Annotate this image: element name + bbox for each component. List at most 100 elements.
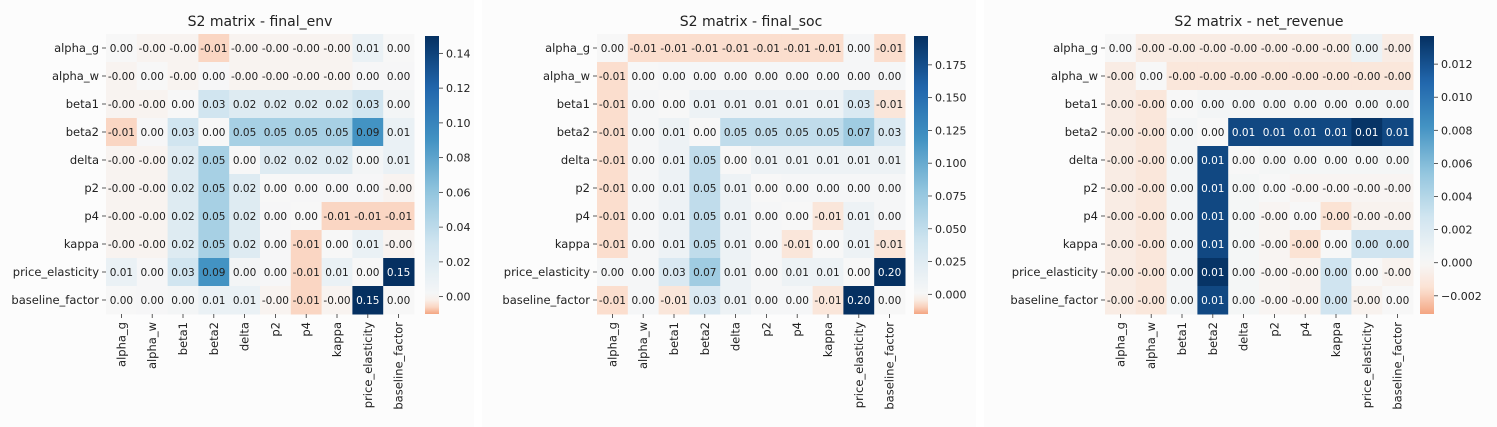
- heatmap-cell: [874, 118, 906, 147]
- heatmap-cell: [1228, 174, 1260, 203]
- cell-value-label: 0.01: [662, 155, 685, 167]
- heatmap-cell: [812, 202, 844, 231]
- x-tick-label: alpha_g: [605, 322, 619, 367]
- heatmap-cell: [1135, 62, 1168, 91]
- heatmap-cell: [1197, 286, 1229, 315]
- cell-value-label: 0.00: [1170, 155, 1193, 167]
- heatmap-cell: [290, 146, 323, 175]
- heatmap-cell: [720, 202, 752, 231]
- y-tick-label: alpha_w: [52, 69, 99, 83]
- heatmap-cell: [1135, 34, 1168, 63]
- heatmap-cell: [352, 146, 384, 175]
- heatmap-cell: [229, 230, 261, 259]
- heatmap-cell: [106, 174, 138, 203]
- x-tick-label: p4: [299, 322, 313, 337]
- heatmap-cell: [689, 90, 721, 119]
- cell-value-label: -0.00: [1384, 43, 1411, 55]
- y-tick-label: delta: [1069, 153, 1098, 167]
- heatmap-cell: [1166, 34, 1198, 63]
- cell-value-label: 0.02: [264, 99, 287, 111]
- y-tick-label: alpha_g: [545, 41, 590, 55]
- y-tick-label: delta: [561, 153, 590, 167]
- heatmap-cell: [658, 258, 690, 287]
- heatmap-cell: [1135, 174, 1168, 203]
- cell-value-label: -0.01: [784, 239, 811, 251]
- cell-value-label: 0.15: [356, 295, 379, 307]
- heatmap-cell: [627, 90, 660, 119]
- heatmap-cell: [136, 174, 169, 203]
- cell-value-label: 0.01: [356, 43, 379, 55]
- heatmap-cell: [260, 90, 292, 119]
- heatmap-cell: [597, 174, 629, 203]
- heatmap-cell: [106, 146, 138, 175]
- heatmap-cell: [627, 62, 660, 91]
- heatmap-cell: [1351, 174, 1383, 203]
- cell-value-label: -0.00: [1292, 267, 1319, 279]
- cell-value-label: -0.01: [293, 295, 320, 307]
- heatmap-cell: [1320, 258, 1352, 287]
- heatmap-cell: [720, 230, 752, 259]
- heatmap-cell: [198, 90, 230, 119]
- heatmap-cell: [1105, 202, 1137, 231]
- heatmap-cell: [1382, 146, 1414, 175]
- cell-value-label: 0.05: [202, 155, 225, 167]
- heatmap-cell: [812, 90, 844, 119]
- cell-value-label: -0.00: [108, 155, 135, 167]
- heatmap-cell: [290, 258, 323, 287]
- heatmap-cell: [1320, 286, 1352, 315]
- cell-value-label: 0.00: [1232, 267, 1255, 279]
- cell-value-label: -0.00: [1230, 71, 1257, 83]
- heatmap-cell: [352, 230, 384, 259]
- heatmap-cell: [1197, 230, 1229, 259]
- x-tick-label: beta1: [1175, 322, 1189, 355]
- heatmap-cell: [874, 230, 906, 259]
- colorbar-tick-label: −0.002: [1441, 290, 1482, 303]
- heatmap-cell: [229, 90, 261, 119]
- heatmap-cell: [689, 230, 721, 259]
- cell-value-label: -0.01: [599, 183, 626, 195]
- heatmap-cell: [1228, 34, 1260, 63]
- colorbar-tick-label: 0.175: [935, 59, 967, 72]
- heatmap-cell: [383, 258, 415, 287]
- cell-value-label: 0.03: [356, 99, 379, 111]
- cell-value-label: -0.01: [599, 239, 626, 251]
- cell-value-label: 0.02: [233, 99, 256, 111]
- cell-value-label: 0.00: [632, 155, 655, 167]
- cell-value-label: 0.00: [755, 295, 778, 307]
- cell-value-label: -0.00: [385, 183, 412, 195]
- heatmap-cell: [1289, 258, 1322, 287]
- heatmap-cell: [1197, 258, 1229, 287]
- cell-value-label: 0.01: [1355, 127, 1378, 139]
- heatmap-cell: [1351, 258, 1383, 287]
- cell-value-label: 0.05: [295, 127, 318, 139]
- cell-value-label: 0.01: [1201, 211, 1224, 223]
- cell-value-label: 0.00: [356, 71, 379, 83]
- cell-value-label: 0.00: [1355, 267, 1378, 279]
- cell-value-label: 0.01: [1201, 183, 1224, 195]
- y-tick-label: p4: [84, 209, 99, 223]
- cell-value-label: 0.00: [1386, 155, 1409, 167]
- heatmap-cell: [874, 62, 906, 91]
- cell-value-label: 0.01: [755, 155, 778, 167]
- cell-value-label: 0.01: [755, 99, 778, 111]
- heatmap-cell: [1289, 286, 1322, 315]
- heatmap-cell: [597, 62, 629, 91]
- cell-value-label: 0.01: [202, 295, 225, 307]
- cell-value-label: -0.01: [200, 43, 227, 55]
- heatmap-cell: [812, 146, 844, 175]
- cell-value-label: -0.00: [1384, 183, 1411, 195]
- cell-value-label: -0.01: [293, 239, 320, 251]
- cell-value-label: 0.00: [387, 99, 410, 111]
- heatmap-cell: [136, 90, 169, 119]
- heatmap-cell: [383, 202, 415, 231]
- x-tick-label: price_elasticity: [361, 322, 375, 408]
- colorbar-tick-label: 0.08: [446, 152, 471, 165]
- cell-value-label: 0.00: [1324, 267, 1347, 279]
- cell-value-label: 0.00: [1232, 211, 1255, 223]
- heatmap-cell: [751, 62, 783, 91]
- heatmap-cell: [720, 34, 752, 63]
- heatmap-cell: [1166, 286, 1198, 315]
- cell-value-label: -0.01: [660, 295, 687, 307]
- cell-value-label: 0.05: [693, 211, 716, 223]
- cell-value-label: -0.01: [323, 211, 350, 223]
